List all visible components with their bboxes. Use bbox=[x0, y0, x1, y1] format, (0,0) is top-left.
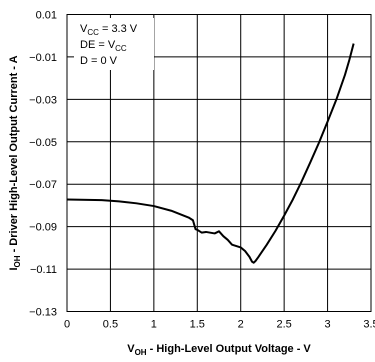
annotation-main: V bbox=[80, 23, 88, 35]
data-series bbox=[66, 43, 355, 264]
y-tick-label: −0.13 bbox=[29, 307, 57, 319]
annotation-line: D = 0 V bbox=[80, 55, 118, 67]
x-axis-title-sub: OH bbox=[135, 348, 147, 357]
y-tick-label: −0.09 bbox=[29, 222, 57, 234]
x-tick-label: 3 bbox=[325, 319, 331, 331]
annotation-box bbox=[74, 18, 154, 70]
series-line bbox=[66, 43, 355, 264]
y-tick-label: −0.03 bbox=[29, 94, 57, 106]
x-tick-label: 2.5 bbox=[276, 319, 291, 331]
x-tick-label: 0.5 bbox=[103, 319, 118, 331]
grid bbox=[67, 14, 371, 312]
plot-frame bbox=[66, 14, 372, 312]
x-tick-label: 1.5 bbox=[190, 319, 205, 331]
annotation-main: DE = V bbox=[80, 39, 116, 51]
y-tick-label: −0.07 bbox=[29, 179, 57, 191]
y-axis-title-rest: - Driver High-Level Output Current - A bbox=[8, 55, 20, 255]
y-axis-title: IOH - Driver High-Level Output Current -… bbox=[8, 55, 22, 270]
x-tick-label: 3.5 bbox=[363, 319, 375, 331]
annotation-sub: CC bbox=[87, 28, 99, 37]
annotation-sub: CC bbox=[115, 44, 127, 53]
annotation-main: D = 0 V bbox=[80, 55, 118, 67]
annotation-rest: = 3.3 V bbox=[99, 23, 138, 35]
y-axis-title-main: I bbox=[8, 267, 20, 270]
annotation-line: DE = VCC bbox=[80, 39, 127, 53]
x-tick-label: 0 bbox=[64, 319, 70, 331]
y-tick-label: −0.01 bbox=[29, 52, 57, 64]
x-tick-label: 2 bbox=[238, 319, 244, 331]
y-axis-title-sub: OH bbox=[13, 255, 22, 267]
y-tick-label: −0.11 bbox=[30, 264, 57, 276]
x-axis-title-main: V bbox=[127, 343, 135, 355]
x-axis-title: VOH - High-Level Output Voltage - V bbox=[127, 343, 311, 357]
x-tick-label: 1 bbox=[151, 319, 157, 331]
annotation-line: VCC = 3.3 V bbox=[80, 23, 138, 37]
x-axis-title-rest: - High-Level Output Voltage - V bbox=[147, 343, 312, 355]
tick-labels: 0 0.5 1 1.5 2 2.5 3 3.5 0.01 −0.01 −0.03 −0.05 −0.07… bbox=[29, 10, 375, 331]
y-tick-label: 0.01 bbox=[36, 10, 57, 22]
y-tick-label: −0.05 bbox=[29, 137, 57, 149]
